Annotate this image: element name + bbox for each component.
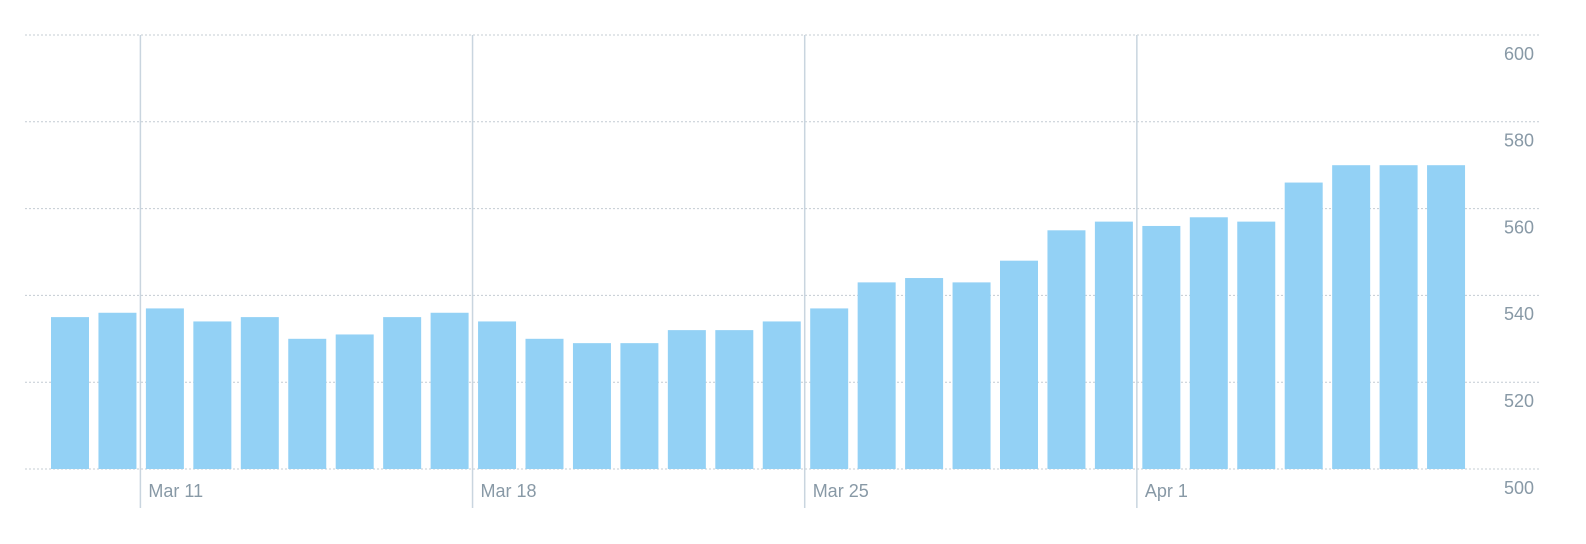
bar (667, 330, 706, 469)
bar (572, 343, 611, 469)
bar (193, 321, 232, 469)
bar (335, 334, 374, 469)
bar (1427, 165, 1466, 469)
x-tick-label: Mar 11 (148, 481, 203, 501)
bar (1189, 217, 1228, 469)
bar (51, 317, 89, 469)
bar (810, 308, 849, 469)
bar (715, 330, 754, 469)
bar (1142, 225, 1181, 469)
bar (1237, 221, 1276, 469)
bar (1284, 182, 1323, 469)
bar (478, 321, 517, 469)
x-tick-label: Mar 18 (481, 481, 537, 501)
bar (1379, 165, 1418, 469)
bar (620, 343, 659, 469)
bar (430, 312, 469, 469)
bar (98, 312, 137, 469)
bar (1094, 221, 1133, 469)
bar (762, 321, 801, 469)
y-tick-label: 580 (1504, 131, 1534, 151)
bar (1332, 165, 1371, 469)
bar (857, 282, 896, 469)
bar (145, 308, 184, 469)
y-tick-label: 560 (1504, 217, 1534, 237)
bar (952, 282, 991, 469)
y-tick-label: 500 (1504, 478, 1534, 498)
y-tick-label: 540 (1504, 304, 1534, 324)
y-tick-label: 520 (1504, 391, 1534, 411)
bar (525, 338, 564, 469)
bar (905, 278, 944, 469)
x-tick-label: Mar 25 (813, 481, 869, 501)
y-tick-label: 600 (1504, 44, 1534, 64)
x-tick-label: Apr 1 (1145, 481, 1188, 501)
bar (288, 338, 327, 469)
bar (1047, 230, 1086, 469)
bar (1000, 260, 1038, 469)
bar (383, 317, 422, 469)
bar (240, 317, 279, 469)
